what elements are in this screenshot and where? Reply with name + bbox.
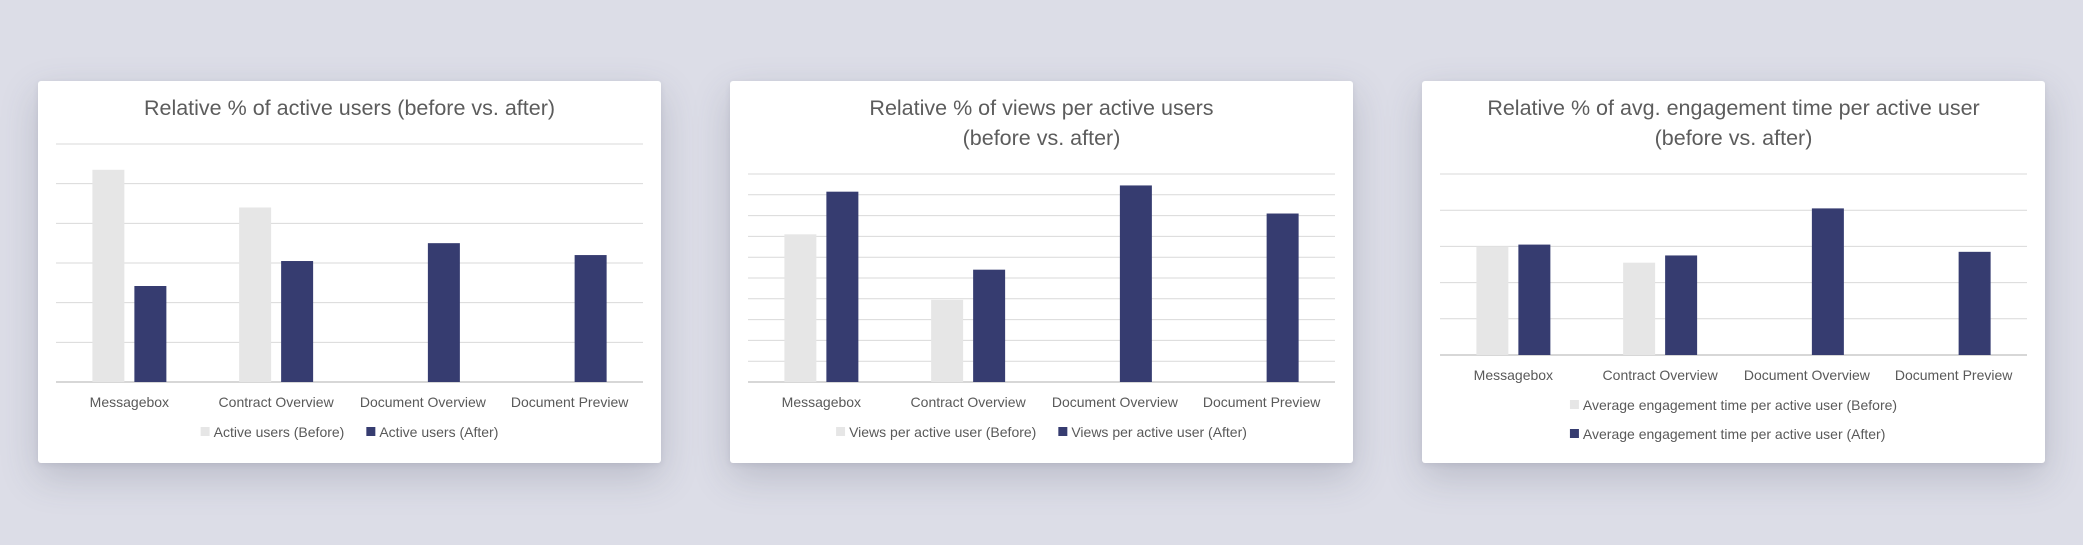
bar-contract-overview-before [239, 207, 272, 382]
chart-card-views-per-user: Relative % of views per active users (bef… [730, 81, 1353, 463]
legend-swatch [1569, 400, 1579, 409]
x-tick-label: Document Overview [1744, 367, 1871, 383]
chart-views-per-user: Relative % of views per active users (bef… [748, 96, 1335, 440]
legend-label: Active users (Before) [214, 424, 345, 440]
chart-card-engagement-time: Relative % of avg. engagement time per a… [1422, 81, 2045, 463]
x-tick-label: Contract Overview [911, 394, 1027, 410]
legend-item-after: Views per active user (After) [1058, 424, 1247, 440]
bar-document-preview-after [574, 255, 607, 382]
bar-contract-overview-after [973, 269, 1006, 382]
chart-active-users: Relative % of active users (before vs. a… [56, 96, 643, 440]
x-tick-label: Contract Overview [219, 394, 335, 410]
bar-document-overview-after [1811, 208, 1844, 355]
x-tick-label: Messagebox [90, 394, 169, 410]
bar-document-preview-after [1958, 251, 1991, 355]
x-tick-label: Document Preview [1895, 367, 2013, 383]
legend-item-before: Views per active user (Before) [836, 424, 1036, 440]
legend-swatch [836, 427, 846, 436]
chart-title-line: Relative % of views per active users [869, 96, 1213, 120]
legend-item-before: Active users (Before) [200, 424, 345, 440]
bar-contract-overview-before [1623, 262, 1656, 355]
legend-item-before: Average engagement time per active user … [1569, 397, 1897, 413]
legend-label: Views per active user (After) [1071, 424, 1247, 440]
chart-card-active-users: Relative % of active users (before vs. a… [38, 81, 661, 463]
chart-engagement-time: Relative % of avg. engagement time per a… [1440, 96, 2027, 442]
bar-messagebox-after [826, 191, 859, 382]
legend-label: Average engagement time per active user … [1583, 397, 1897, 413]
legend-swatch [1058, 427, 1068, 436]
bar-messagebox-before [1476, 246, 1509, 355]
legend-label: Average engagement time per active user … [1583, 426, 1885, 442]
x-tick-label: Document Overview [360, 394, 487, 410]
bar-document-overview-after [1119, 185, 1152, 382]
bar-messagebox-before [784, 234, 817, 382]
legend-swatch [366, 427, 376, 436]
x-tick-label: Messagebox [1474, 367, 1553, 383]
bar-messagebox-after [134, 286, 167, 382]
chart-title-line: Relative % of avg. engagement time per a… [1487, 96, 1979, 120]
legend-swatch [200, 427, 210, 436]
chart-title-line: (before vs. after) [963, 126, 1121, 150]
x-tick-label: Document Preview [1203, 394, 1321, 410]
legend-item-after: Average engagement time per active user … [1569, 426, 1885, 442]
chart-title-line: (before vs. after) [1655, 126, 1813, 150]
legend-item-after: Active users (After) [366, 424, 498, 440]
legend-swatch [1569, 429, 1579, 438]
bar-document-preview-after [1266, 213, 1299, 382]
chart-title-line: Relative % of active users (before vs. a… [144, 96, 555, 120]
bar-contract-overview-before [931, 299, 964, 382]
x-tick-label: Document Overview [1052, 394, 1179, 410]
bar-messagebox-before [92, 169, 125, 382]
bar-contract-overview-after [281, 261, 314, 382]
bar-contract-overview-after [1665, 255, 1698, 355]
x-tick-label: Messagebox [782, 394, 861, 410]
legend-label: Active users (After) [379, 424, 498, 440]
x-tick-label: Contract Overview [1603, 367, 1719, 383]
legend-label: Views per active user (Before) [849, 424, 1036, 440]
bar-document-overview-after [427, 243, 460, 382]
bar-messagebox-after [1518, 244, 1551, 355]
x-tick-label: Document Preview [511, 394, 629, 410]
